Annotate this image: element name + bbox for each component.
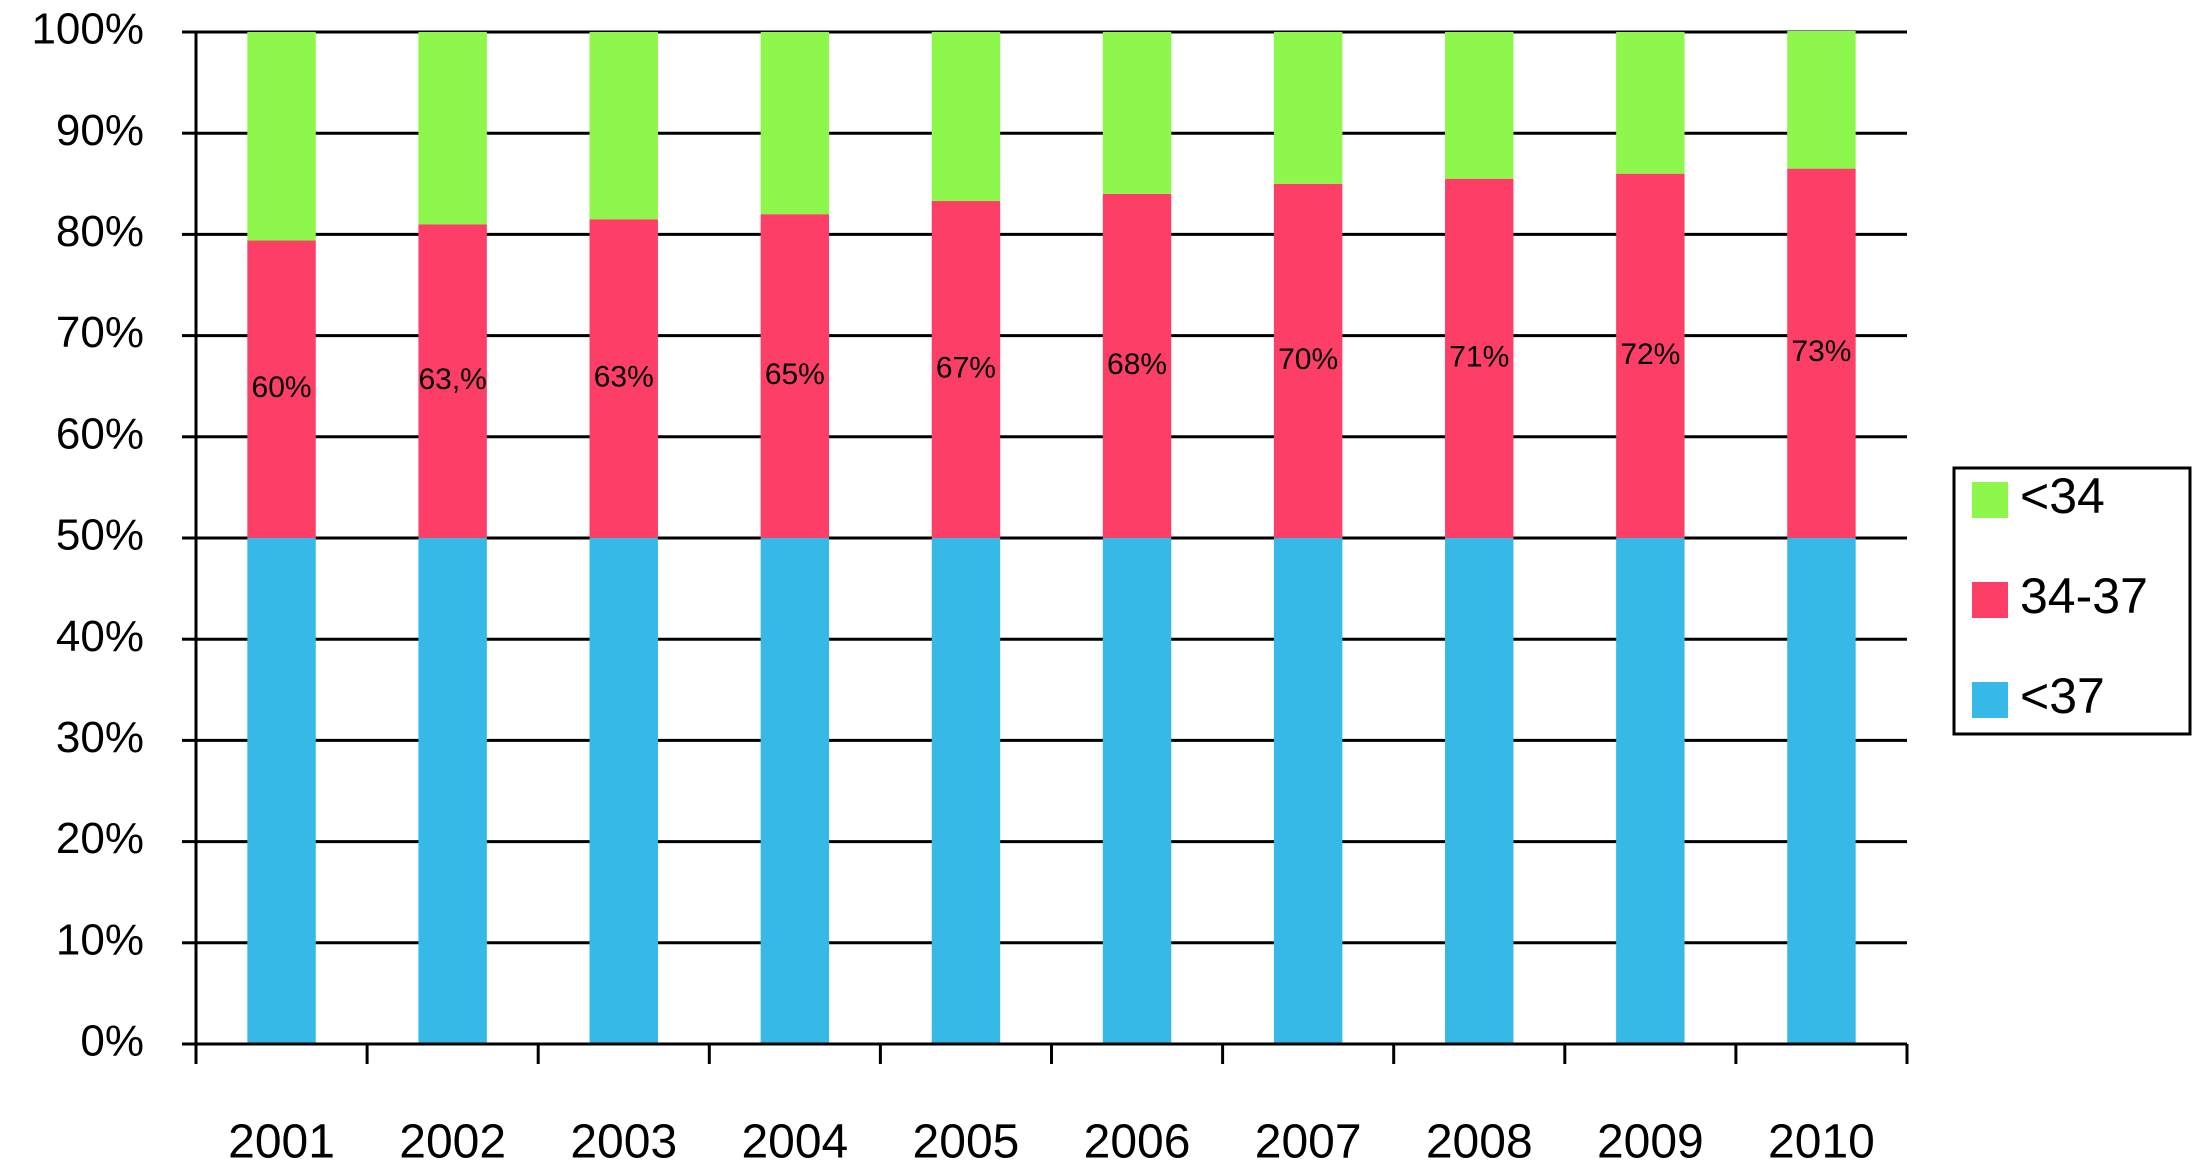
legend-swatch — [1972, 482, 2008, 518]
x-tick-label: 2005 — [913, 1116, 1020, 1169]
bar-segment — [760, 538, 830, 1044]
y-tick-label: 0% — [80, 1017, 144, 1066]
bar-segment — [931, 201, 1001, 538]
bar-segment — [1273, 32, 1343, 184]
legend-label: 34-37 — [2020, 568, 2148, 624]
x-tick-label: 2009 — [1597, 1116, 1704, 1169]
bar-segment — [589, 538, 658, 1044]
y-tick-label: 80% — [56, 207, 144, 256]
bar-segment — [418, 224, 487, 538]
x-tick-label: 2006 — [1084, 1116, 1191, 1169]
x-tick-label: 2007 — [1255, 1116, 1362, 1169]
x-tick-label: 2002 — [399, 1116, 506, 1169]
segment-annotation: 65% — [765, 358, 825, 391]
legend-label: <37 — [2020, 668, 2105, 724]
bar-segment — [1445, 32, 1514, 179]
y-tick-label: 30% — [56, 713, 144, 762]
x-tick-label: 2004 — [741, 1116, 848, 1169]
bar-segment — [1787, 30, 1856, 169]
bar-segment — [931, 538, 1001, 1044]
y-tick-label: 100% — [31, 5, 144, 54]
bar-segment — [1102, 538, 1172, 1044]
segment-annotation: 63% — [594, 361, 654, 394]
bar-segment — [589, 219, 658, 538]
bar-segment — [589, 32, 658, 220]
bar-segment — [1616, 538, 1685, 1044]
bar-segment — [1273, 183, 1343, 539]
bar-segment — [1616, 173, 1685, 538]
segment-annotation: 68% — [1107, 348, 1167, 381]
y-tick-label: 60% — [56, 409, 144, 458]
legend-swatch — [1972, 682, 2008, 718]
segment-annotation: 73% — [1791, 335, 1851, 368]
bar-segment — [1102, 32, 1172, 194]
y-tick-label: 90% — [56, 106, 144, 155]
segment-annotation: 63,% — [418, 363, 486, 396]
bar-segment — [247, 538, 316, 1044]
bar-segment — [418, 32, 487, 225]
x-tick-label: 2001 — [228, 1116, 335, 1169]
bar-segment — [931, 32, 1001, 202]
bar-segment — [760, 214, 830, 538]
bar-segment — [1445, 538, 1514, 1044]
y-tick-label: 20% — [56, 814, 144, 863]
bar-segment — [1787, 168, 1856, 538]
bar-segment — [1616, 32, 1685, 174]
y-tick-label: 50% — [56, 511, 144, 560]
bar-segment — [1787, 538, 1856, 1044]
y-tick-label: 10% — [56, 915, 144, 964]
x-tick-label: 2010 — [1768, 1116, 1875, 1169]
bar-segment — [1102, 193, 1172, 539]
bar-segment — [247, 32, 316, 241]
segment-annotation: 60% — [252, 371, 312, 404]
bar-segment — [1273, 538, 1343, 1044]
bar-segment — [418, 538, 487, 1044]
bar-segment — [760, 32, 830, 215]
legend-label: <34 — [2020, 468, 2105, 524]
bar-segment — [1445, 178, 1514, 539]
y-tick-label: 70% — [56, 308, 144, 357]
x-tick-label: 2003 — [570, 1116, 677, 1169]
segment-annotation: 67% — [936, 351, 996, 384]
legend-swatch — [1972, 582, 2008, 618]
bar-segment — [247, 240, 316, 539]
segment-annotation: 71% — [1449, 340, 1509, 373]
y-tick-label: 40% — [56, 612, 144, 661]
segment-annotation: 70% — [1278, 343, 1338, 376]
x-tick-label: 2008 — [1426, 1116, 1533, 1169]
segment-annotation: 72% — [1620, 338, 1680, 371]
